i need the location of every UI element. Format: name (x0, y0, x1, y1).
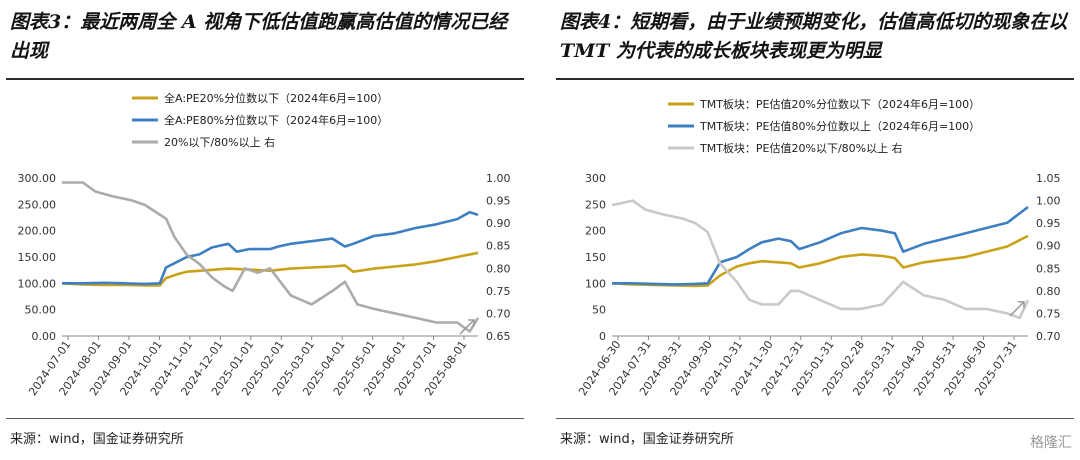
y-right-tick: 1.00 (486, 172, 511, 185)
source-note-right: 来源：wind，国金证券研究所 (560, 432, 734, 447)
source-note-left: 来源：wind，国金证券研究所 (10, 432, 184, 447)
source-divider-right (556, 418, 1074, 419)
y-right-tick: 0.75 (1036, 307, 1061, 320)
series-line-1 (62, 210, 479, 286)
chart-title-left: 图表3：最近两周全 A 视角下低估值跑赢高估值的情况已经出现 (10, 11, 508, 62)
source-divider-left (6, 418, 524, 419)
y-left-tick: 0 (599, 330, 606, 343)
y-left-tick: 50.00 (25, 304, 57, 317)
y-right-tick: 1.05 (1036, 172, 1061, 185)
title-divider-left (6, 78, 524, 80)
y-left-tick: 150.00 (18, 251, 57, 264)
y-right-tick: 0.70 (486, 307, 511, 320)
series-line-2 (611, 199, 1030, 320)
y-left-tick: 100.00 (18, 277, 57, 290)
title-divider-right (556, 78, 1074, 80)
y-left-tick: 200 (585, 225, 606, 238)
chart-right: TMT板块：PE估值20%分位数以下（2024年6月=100） TMT板块：PE估… (576, 97, 1061, 398)
y-right-tick: 0.90 (1036, 240, 1061, 253)
series-line-0 (61, 251, 479, 287)
trend-arrow (459, 319, 475, 335)
y-left-tick: 300 (585, 172, 606, 185)
y-left-tick: 300.00 (18, 172, 57, 185)
y-right-tick: 0.90 (486, 217, 511, 230)
trend-arrow-head (468, 319, 475, 326)
y-right-tick: 1.00 (1036, 195, 1061, 208)
chart-panel-left: 图表3：最近两周全 A 视角下低估值跑赢高估值的情况已经出现 全A:PE20%分… (0, 0, 530, 460)
y-right-tick: 0.80 (486, 262, 511, 275)
trend-arrow (1009, 301, 1025, 317)
y-left-tick: 250 (585, 198, 606, 211)
chart-title-right: 图表4：短期看，由于业绩预期变化，估值高低切的现象在以 TMT 为代表的成长板块… (560, 11, 1068, 62)
y-right-tick: 0.95 (1036, 217, 1061, 230)
y-right-tick: 0.95 (486, 195, 511, 208)
y-right-tick: 0.85 (1036, 262, 1061, 275)
series-line-0 (611, 234, 1029, 288)
legend-label-0: 全A:PE20%分位数以下（2024年6月=100） (164, 91, 388, 105)
legend-label-2: 20%以下/80%以上 右 (164, 135, 275, 149)
y-left-tick: 50 (592, 304, 606, 317)
y-right-tick: 0.70 (1036, 330, 1061, 343)
trend-arrow-head (1018, 301, 1025, 308)
legend-label-1: 全A:PE80%分位数以下（2024年6月=100） (164, 113, 388, 127)
legend-label-2: TMT板块：PE估值20%以下/80%以上 右 (699, 141, 903, 155)
chart-panel-right: 图表4：短期看，由于业绩预期变化，估值高低切的现象在以 TMT 为代表的成长板块… (550, 0, 1080, 460)
y-left-tick: 250.00 (18, 198, 57, 211)
series-line-1 (612, 205, 1029, 286)
y-left-tick: 0.00 (32, 330, 57, 343)
chart-left: 全A:PE20%分位数以下（2024年6月=100） 全A:PE80%分位数以下（… (18, 91, 511, 398)
y-right-tick: 0.65 (486, 330, 511, 343)
legend-label-1: TMT板块：PE估值80%分位数以上（2024年6月=100） (699, 119, 980, 133)
y-right-tick: 0.80 (1036, 285, 1061, 298)
y-left-tick: 200.00 (18, 225, 57, 238)
y-left-tick: 150 (585, 251, 606, 264)
y-right-tick: 0.85 (486, 240, 511, 253)
series-line-2 (62, 181, 480, 333)
legend-label-0: TMT板块：PE估值20%分位数以下（2024年6月=100） (699, 97, 980, 111)
y-left-tick: 100 (585, 277, 606, 290)
watermark-logo: 格隆汇 (1030, 435, 1072, 451)
y-right-tick: 0.75 (486, 285, 511, 298)
